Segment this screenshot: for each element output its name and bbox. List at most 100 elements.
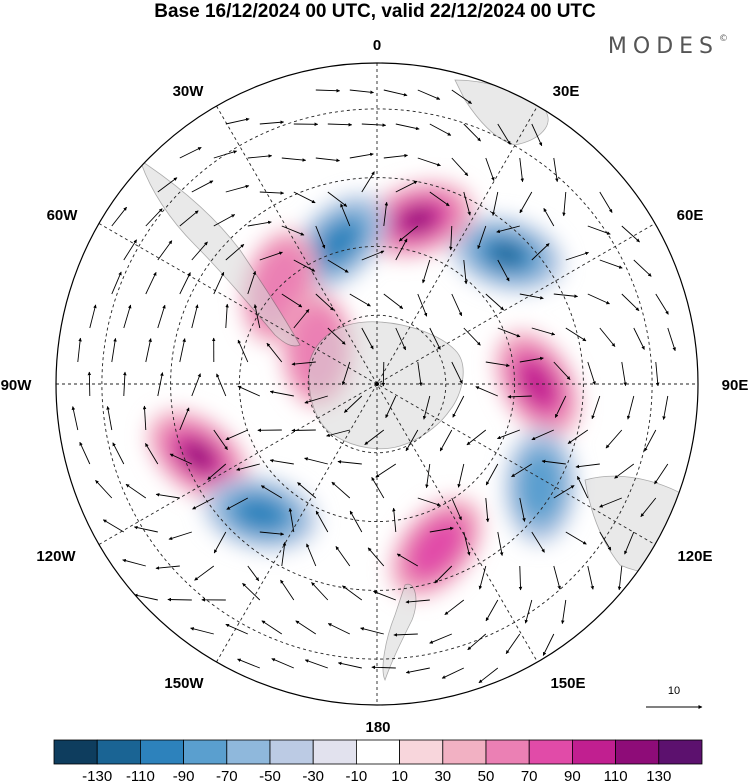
wind-vector	[640, 497, 657, 517]
wind-vector	[226, 497, 249, 510]
colorbar-swatch	[615, 739, 660, 765]
wind-vector	[425, 463, 431, 489]
lon-label-0: 0	[373, 37, 381, 54]
wind-vector	[295, 620, 317, 635]
wind-vector	[541, 459, 566, 465]
wind-vector	[451, 89, 472, 104]
wind-vector	[259, 531, 285, 536]
wind-vector	[145, 338, 152, 363]
wind-vector	[562, 191, 567, 217]
wind-vector	[524, 599, 533, 624]
wind-vector	[654, 463, 669, 485]
wind-vector	[383, 153, 408, 159]
wind-vector	[361, 123, 387, 127]
wind-vector	[477, 225, 487, 250]
wind-vector	[157, 177, 178, 193]
wind-vector	[315, 510, 329, 533]
wind-vector	[341, 361, 351, 386]
wind-vector	[444, 599, 465, 616]
wind-vector	[395, 123, 420, 131]
anomaly-center-8-level-3	[408, 517, 465, 578]
wind-vector	[567, 429, 589, 444]
wind-vector	[633, 327, 645, 350]
wind-vector	[281, 157, 307, 162]
wind-vector	[315, 225, 326, 249]
wind-vector	[125, 483, 147, 499]
wind-vector	[478, 667, 499, 684]
wind-vector	[519, 157, 525, 183]
colorbar-swatch	[572, 739, 617, 765]
wind-vector	[95, 479, 113, 499]
wind-vector	[112, 442, 125, 465]
wind-vector	[179, 146, 202, 159]
wind-vector	[315, 293, 334, 311]
wind-vector	[145, 271, 157, 295]
lon-label-90e: 90E	[722, 377, 749, 394]
anomaly-center-6-level-5	[184, 443, 213, 469]
anomaly-center-0-level-5	[491, 243, 523, 265]
wind-vector	[429, 327, 441, 350]
wind-vector	[169, 453, 192, 465]
wind-vector	[451, 157, 469, 177]
wind-vector	[395, 180, 418, 193]
wind-vector	[463, 191, 471, 216]
south-america-landmass	[139, 159, 301, 347]
wind-vector	[621, 225, 640, 243]
wind-vector	[417, 361, 423, 387]
wind-vector	[361, 250, 385, 261]
colorbar-swatch	[183, 739, 228, 765]
lon-label-30e: 30E	[553, 83, 580, 100]
wind-vector	[111, 206, 127, 227]
colorbar-swatch	[226, 739, 271, 765]
wind-vector	[497, 259, 510, 282]
wind-vector	[79, 441, 91, 465]
wind-vector	[655, 361, 660, 387]
wind-vector	[417, 89, 441, 100]
wind-vector	[463, 259, 468, 285]
wind-vector	[293, 259, 316, 272]
wind-vector	[327, 122, 353, 127]
wind-vector	[405, 667, 430, 674]
wind-vector	[266, 342, 283, 363]
wind-vector	[191, 241, 208, 261]
wind-vector	[247, 154, 273, 159]
wind-vector	[133, 593, 158, 601]
wind-vector	[304, 659, 328, 669]
wind-vector	[587, 225, 611, 235]
wind-vector	[145, 443, 159, 465]
new-zealand-landmass	[382, 583, 417, 682]
colorbar-swatch	[139, 739, 184, 765]
wind-vector	[553, 361, 571, 380]
wind-vector	[190, 627, 214, 635]
lon-label-180: 180	[365, 719, 390, 736]
map-title: Base 16/12/2024 00 UTC, valid 22/12/2024…	[154, 1, 596, 22]
wind-vector	[466, 429, 487, 446]
wind-vector	[259, 251, 283, 261]
map-outline	[55, 62, 699, 706]
wind-vector	[496, 225, 520, 234]
wind-vector	[337, 460, 362, 465]
wind-vector	[519, 191, 533, 214]
wind-vector	[507, 394, 532, 399]
wind-vector	[485, 599, 499, 622]
wind-vector	[655, 293, 669, 315]
wind-vector	[291, 428, 316, 433]
wind-vector	[587, 361, 596, 386]
lon-label-30w: 30W	[173, 83, 205, 100]
wind-vector	[396, 553, 419, 567]
wind-vector	[463, 123, 481, 142]
wind-vector	[261, 620, 283, 635]
lon-label-60w: 60W	[47, 207, 79, 224]
wind-vector	[519, 293, 544, 300]
wind-vector	[123, 239, 137, 261]
modes-logo: MODES©	[608, 34, 728, 59]
wind-vector	[213, 429, 228, 450]
wind-vector	[361, 327, 374, 350]
wind-vector	[167, 597, 192, 602]
wind-vector	[194, 565, 215, 581]
colorbar-tick-label: -130	[82, 768, 112, 783]
wind-vector	[383, 201, 389, 227]
wind-vector	[225, 184, 250, 193]
lon-label-150w: 150W	[164, 675, 204, 692]
